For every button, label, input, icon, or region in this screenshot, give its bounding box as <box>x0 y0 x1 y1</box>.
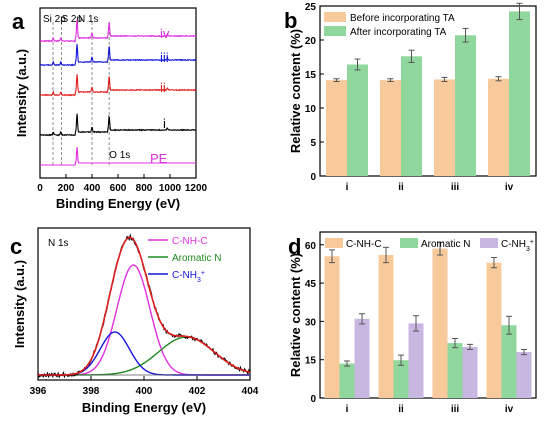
legend-swatch-b <box>324 26 346 36</box>
bar-c-nh3-iii <box>462 346 478 398</box>
spectrum-line-i <box>39 113 197 137</box>
bar-c-nh-c-iii <box>432 248 448 398</box>
legend-swatch-d <box>400 238 418 248</box>
x-tick-label-d: ii <box>398 404 404 415</box>
bar-before-ii <box>380 80 401 176</box>
legend-label-b: After incorporating TA <box>350 27 447 38</box>
x-tick-label-a: 800 <box>136 183 153 194</box>
bar-before-iv <box>488 78 509 176</box>
x-tick-label-c: 398 <box>83 386 100 397</box>
spectrum-line-iv <box>39 19 197 44</box>
x-tick-label-a: 1200 <box>185 183 208 194</box>
legend-swatch-d <box>480 238 498 248</box>
y-tick-label-b: 0 <box>310 172 316 183</box>
legend-label-d: C-NH-C <box>346 239 382 250</box>
bar-after-i <box>347 64 368 176</box>
y-tick-label-b: 5 <box>310 138 316 149</box>
panel-letter-a: a <box>12 9 25 34</box>
annotation-n1s: N 1s <box>48 238 69 249</box>
bar-before-iii <box>434 79 455 176</box>
x-tick-label-a: 0 <box>37 183 43 194</box>
y-tick-label-d: 0 <box>310 394 316 405</box>
legend-label-c: Aromatic N <box>172 253 221 264</box>
bar-c-nh-c-i <box>324 256 340 398</box>
peak-label: S 2p <box>61 14 82 25</box>
x-tick-label-b: ii <box>398 182 404 193</box>
y-axis-title-d: Relative content (%) <box>288 253 303 377</box>
legend-label-c: C-NH-C <box>172 236 208 247</box>
panel-letter-d: d <box>288 234 301 259</box>
x-tick-label-a: 1000 <box>159 183 182 194</box>
x-tick-label-c: 402 <box>189 386 206 397</box>
x-axis-title-c: Binding Energy (eV) <box>82 400 206 415</box>
y-tick-label-b: 25 <box>305 2 317 13</box>
fit-envelope-line <box>38 236 251 376</box>
legend-swatch-d <box>325 238 343 248</box>
bar-after-iii <box>455 35 476 176</box>
series-label-ii: ii <box>160 80 166 95</box>
bar-after-ii <box>401 56 422 176</box>
y-tick-label-d: 60 <box>305 241 317 252</box>
y-tick-label-b: 10 <box>305 104 317 115</box>
x-tick-label-b: iii <box>451 182 460 193</box>
y-axis-title-c: Intensity (a.u.) <box>12 260 27 348</box>
panel-letter-c: c <box>10 234 22 259</box>
y-tick-label-d: 15 <box>305 356 317 367</box>
x-tick-label-c: 400 <box>136 386 153 397</box>
plot-frame-b <box>319 5 537 177</box>
x-tick-label-d: iii <box>451 404 460 415</box>
x-tick-label-a: 400 <box>84 183 101 194</box>
x-tick-label-c: 396 <box>30 386 47 397</box>
bar-c-nh3-iv <box>516 352 532 398</box>
y-tick-label-b: 20 <box>305 36 317 47</box>
series-label-i: i <box>163 116 166 131</box>
bar-aromatic-n-i <box>339 363 355 398</box>
bar-c-nh-c-ii <box>378 254 394 398</box>
series-label-pe: PE <box>150 151 168 166</box>
spectrum-line-iii <box>39 44 197 67</box>
bar-aromatic-n-iv <box>501 325 517 398</box>
bar-c-nh3-i <box>354 318 370 398</box>
legend-swatch-b <box>324 12 346 22</box>
x-axis-title-a: Binding Energy (eV) <box>56 196 180 211</box>
x-tick-label-c: 404 <box>242 386 259 397</box>
plot-frame-d <box>319 231 537 399</box>
y-tick-label-b: 15 <box>305 70 317 81</box>
x-tick-label-b: i <box>346 182 349 193</box>
component-c-nh-c <box>38 264 250 376</box>
bar-c-nh-c-iv <box>486 262 502 398</box>
bar-before-i <box>326 80 347 176</box>
peak-label: N 1s <box>78 14 99 25</box>
bar-c-nh3-ii <box>408 323 424 398</box>
y-axis-title-b: Relative content (%) <box>288 29 303 153</box>
spectrum-line-pe <box>40 146 196 166</box>
legend-label-d: C-NH3+ <box>501 239 534 253</box>
series-label-iv: iv <box>160 26 170 41</box>
x-tick-label-a: 600 <box>110 183 127 194</box>
x-tick-label-a: 200 <box>58 183 75 194</box>
x-tick-label-b: iv <box>505 182 514 193</box>
spectrum-line-ii <box>39 74 197 97</box>
y-axis-title-a: Intensity (a.u.) <box>14 49 29 137</box>
legend-label-c: C-NH3+ <box>172 270 205 284</box>
legend-label-b: Before incorporating TA <box>350 13 455 24</box>
panel-letter-b: b <box>284 8 297 33</box>
y-tick-label-d: 45 <box>305 279 317 290</box>
series-label-iii: iii <box>160 50 169 65</box>
bar-aromatic-n-ii <box>393 360 409 398</box>
component-c-nh3 <box>38 331 250 376</box>
x-tick-label-d: i <box>346 404 349 415</box>
peak-label: Si 2p <box>43 14 66 25</box>
peak-label: O 1s <box>109 150 130 161</box>
legend-label-d: Aromatic N <box>421 239 470 250</box>
y-tick-label-d: 30 <box>305 317 317 328</box>
bar-aromatic-n-iii <box>447 343 463 398</box>
bar-after-iv <box>509 11 530 176</box>
x-tick-label-d: iv <box>505 404 514 415</box>
